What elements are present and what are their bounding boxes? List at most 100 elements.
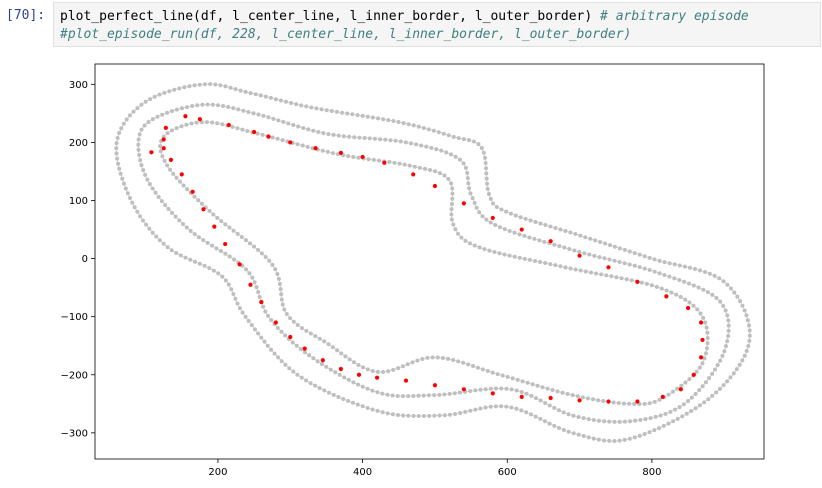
y-tick-label: 100 [69,196,88,207]
outer-border-point [627,249,632,254]
center-line-point [607,419,612,424]
inner-border-point [410,360,415,365]
inner-border-point [347,357,352,362]
outer-border-point [235,301,240,306]
center-line-point [150,186,155,191]
outer-border-point [622,247,627,252]
center-line-point [200,102,205,107]
inner-border-point [430,355,435,360]
outer-border-point [710,393,715,398]
outer-border-point [588,236,593,241]
inner-border-point [492,249,497,254]
outer-border-point [278,98,283,103]
center-line-point [266,115,271,120]
outer-border-point [395,412,400,417]
outer-border-point [326,390,331,395]
inner-border-point [512,254,517,259]
inner-border-point [575,394,580,399]
inner-border-point [387,160,392,165]
outer-border-point [463,409,468,414]
racing-line-point [320,358,325,363]
center-line-point [652,269,657,274]
center-line-point [385,392,390,397]
plot-marks [114,82,752,443]
outer-border-point [747,328,752,333]
center-line-point [432,393,437,398]
inner-border-point [468,241,473,246]
inner-border-point [305,144,310,149]
inner-border-point [215,121,220,126]
center-line-point [408,141,413,146]
center-line-point [512,230,517,235]
center-line-point [155,114,160,119]
code-line-2: #plot_episode_run(df, 228, l_center_line… [60,27,631,42]
code-line-1: plot_perfect_line(df, l_center_line, l_i… [60,9,749,24]
center-line-point [465,170,470,175]
outer-border-point [313,383,318,388]
inner-border-point [687,300,692,305]
racing-line-series [149,114,705,404]
inner-border-point [377,158,382,163]
inner-border-point [522,256,527,261]
center-line-point [307,353,312,358]
inner-border-point [565,391,570,396]
center-line-point [602,419,607,424]
inner-border-point [207,208,212,213]
inner-border-point [621,401,626,406]
center-line-point [442,392,447,397]
inner-border-point [304,328,309,333]
center-line-point [231,106,236,111]
center-line-point [185,105,190,110]
inner-border-point [308,331,313,336]
center-line-point [315,359,320,364]
outer-border-point [698,268,703,273]
racing-line-point [691,372,696,377]
inner-border-point [356,155,361,160]
center-line-point [710,371,715,376]
outer-border-point [486,191,491,196]
center-line-point [341,134,346,139]
outer-border-point [717,386,722,391]
center-line-point [380,391,385,396]
center-line-point [632,263,637,268]
outer-border-point [453,412,458,417]
center-line-point [514,388,519,393]
inner-border-point [639,280,644,285]
inner-border-point [330,345,335,350]
outer-border-point [121,181,126,186]
center-line-point [311,128,316,133]
outer-border-point [746,343,751,348]
outer-border-point [596,437,601,442]
inner-border-point [580,395,585,400]
inner-border-point [664,288,669,293]
center-line-point [552,242,557,247]
x-tick-label: 800 [642,467,661,478]
inner-border-point [397,161,402,166]
outer-border-point [499,207,504,212]
center-line-point [173,214,178,219]
outer-border-point [276,355,281,360]
outer-border-point [380,410,385,415]
center-line-point [483,387,488,392]
outer-border-point [528,412,533,417]
outer-border-point [499,404,504,409]
outer-border-point [652,428,657,433]
outer-border-point [542,419,547,424]
code-input[interactable]: plot_perfect_line(df, l_center_line, l_i… [53,2,821,47]
code-comment: # arbitrary episode [600,9,749,24]
center-line-point [542,239,547,244]
center-line-point [357,135,362,140]
y-tick-label: 200 [69,138,88,149]
center-line-point [653,414,658,419]
outer-border-point [334,109,339,114]
center-line-point [463,165,468,170]
center-line-point [663,411,668,416]
y-tick-label: 300 [69,80,88,91]
outer-border-point [557,426,562,431]
inner-border-point [652,399,657,404]
center-line-point [637,265,642,270]
racing-line-point [252,129,257,135]
outer-border-point [725,379,730,384]
outer-border-point [553,225,558,230]
inner-border-point [456,359,461,364]
